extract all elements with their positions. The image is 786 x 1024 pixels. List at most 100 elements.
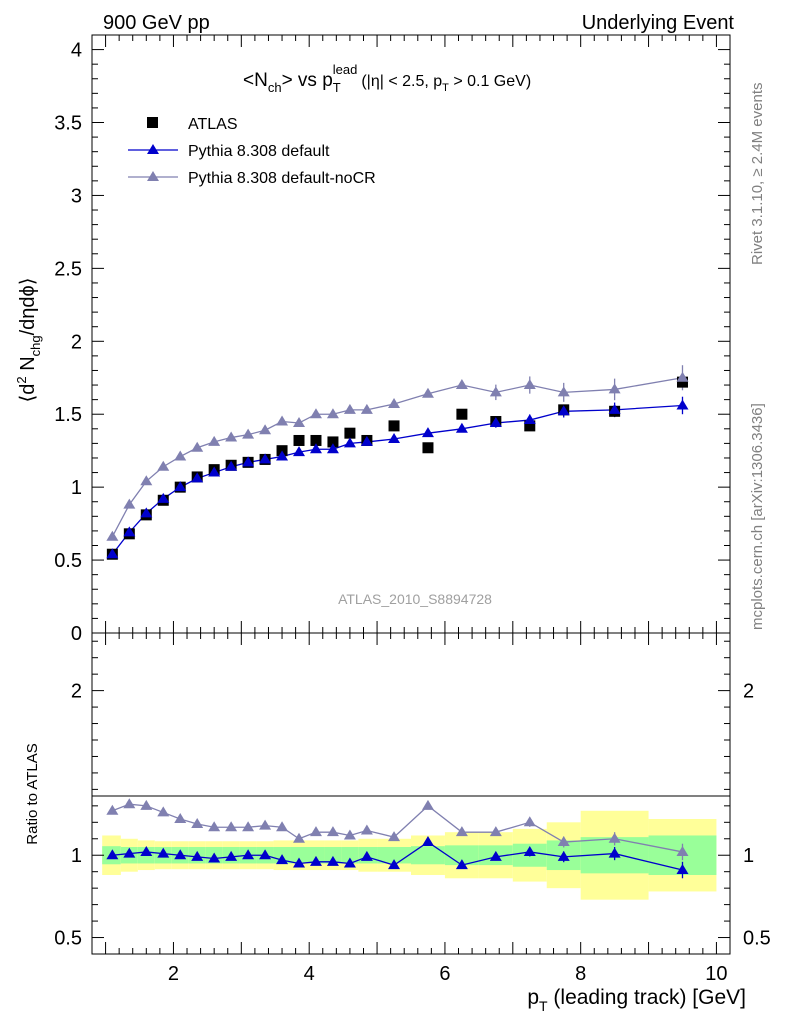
- ratio-nocr-point: [157, 806, 170, 817]
- default-point: [676, 399, 689, 410]
- ratio-nocr-point: [276, 821, 289, 832]
- main-y-tick-label: 2.5: [54, 258, 82, 280]
- ratio-default-point: [242, 849, 255, 860]
- nocr-point: [360, 403, 373, 414]
- ratio-default-point: [174, 849, 187, 860]
- main-axis-ticks: [92, 34, 731, 634]
- nocr-point: [421, 387, 434, 398]
- main-y-tick-label: 3.5: [54, 113, 82, 135]
- ratio-default-point: [326, 855, 339, 866]
- ratio-axis-ticks: [92, 633, 731, 954]
- header-right: Underlying Event: [582, 12, 735, 34]
- ratio-default-point: [140, 845, 153, 856]
- nocr-point: [489, 386, 502, 397]
- ratio-default-point: [489, 850, 502, 861]
- main-title: <Nch> vs pTlead(|η| < 2.5, pT > 0.1 GeV): [243, 62, 531, 95]
- ratio-default-point: [309, 855, 322, 866]
- nocr-point: [293, 416, 306, 427]
- header-left: 900 GeV pp: [103, 12, 210, 34]
- ratio-nocr-point: [455, 826, 468, 837]
- inner-band-bin: [324, 847, 342, 864]
- ratio-default-point: [225, 850, 238, 861]
- default-point: [208, 466, 221, 477]
- ratio-nocr-point: [676, 845, 689, 856]
- ratio-plot-frame: [91, 632, 731, 955]
- mcplots-label: mcplots.cern.ch [arXiv:1306.3436]: [749, 403, 766, 630]
- default-point: [343, 437, 356, 448]
- ratio-nocr-point: [106, 804, 119, 815]
- ratio-nocr-point: [309, 826, 322, 837]
- atlas-point: [524, 420, 536, 432]
- legend-default-marker: [147, 144, 159, 154]
- default-point: [360, 435, 373, 446]
- main-y-tick-labels: 0 0.5 1 1.5 2 2.5 3 3.5 4: [54, 40, 82, 645]
- ratio-default-point: [676, 864, 689, 875]
- x-tick-label: 4: [304, 963, 315, 985]
- x-tick-labels: 2 4 6 8 10: [168, 963, 728, 985]
- default-point: [421, 427, 434, 438]
- atlas-point: [293, 434, 305, 446]
- ratio-nocr-point: [343, 829, 356, 840]
- ratio-nocr-point: [191, 817, 204, 828]
- main-y-tick-label: 1.5: [54, 404, 82, 426]
- nocr-point: [326, 408, 339, 419]
- nocr-point: [608, 383, 621, 394]
- default-point: [259, 453, 272, 464]
- atlas-point: [310, 434, 322, 446]
- nocr-point: [242, 428, 255, 439]
- inner-band-bin: [411, 846, 445, 865]
- nocr-point: [523, 379, 536, 390]
- ratio-nocr-point: [388, 831, 401, 842]
- ratio-default-point: [276, 854, 289, 865]
- default-point: [140, 507, 153, 518]
- ratio-y-tick-label-left: 2: [71, 681, 82, 703]
- default-point: [157, 492, 170, 503]
- ratio-nocr-point: [293, 832, 306, 843]
- nocr-point: [455, 379, 468, 390]
- nocr-point: [208, 435, 221, 446]
- nocr-point: [676, 371, 689, 382]
- nocr-point: [388, 398, 401, 409]
- default-point: [489, 416, 502, 427]
- default-point: [293, 446, 306, 457]
- ratio-default-point: [106, 849, 119, 860]
- ratio-y-tick-label-right: 1: [743, 845, 754, 867]
- legend-atlas-label: ATLAS: [188, 116, 238, 133]
- main-y-tick-label: 1: [71, 477, 82, 499]
- ratio-nocr-point: [523, 816, 536, 827]
- ratio-nocr-point: [489, 826, 502, 837]
- default-point: [225, 460, 238, 471]
- ratio-nocr-point: [259, 819, 272, 830]
- nocr-point: [123, 498, 136, 509]
- inner-band-bin: [341, 847, 359, 864]
- nocr-line: [111, 377, 683, 538]
- main-y-tick-label: 2: [71, 331, 82, 353]
- ratio-y-tick-label-right: 0.5: [743, 928, 771, 950]
- main-y-tick-label: 4: [71, 40, 82, 62]
- analysis-watermark: ATLAS_2010_S8894728: [338, 591, 492, 607]
- default-point: [455, 422, 468, 433]
- default-point: [276, 450, 289, 461]
- default-point: [523, 414, 536, 425]
- ratio-default-point: [557, 850, 570, 861]
- default-point: [557, 405, 570, 416]
- default-point: [309, 443, 322, 454]
- legend-nocr-label: Pythia 8.308 default-noCR: [188, 170, 376, 187]
- ratio-nocr-point: [208, 821, 221, 832]
- legend: ATLAS Pythia 8.308 default Pythia 8.308 …: [128, 116, 376, 187]
- ratio-nocr-point: [557, 836, 570, 847]
- ratio-y-tick-label-left: 0.5: [54, 928, 82, 950]
- ratio-y-tick-labels: 0.5 0.5 1 1 2 2: [54, 681, 771, 950]
- ratio-default-point: [421, 836, 434, 847]
- x-tick-label: 8: [575, 963, 586, 985]
- nocr-point: [106, 530, 119, 541]
- nocr-point: [309, 408, 322, 419]
- atlas-point: [456, 408, 468, 420]
- rivet-label: Rivet 3.1.10, ≥ 2.4M events: [749, 83, 766, 266]
- atlas-point: [327, 436, 339, 448]
- legend-default-label: Pythia 8.308 default: [188, 143, 330, 160]
- atlas-point: [422, 442, 434, 454]
- ratio-y-axis-label: Ratio to ATLAS: [24, 743, 41, 844]
- nocr-point: [140, 475, 153, 486]
- x-tick-label: 2: [168, 963, 179, 985]
